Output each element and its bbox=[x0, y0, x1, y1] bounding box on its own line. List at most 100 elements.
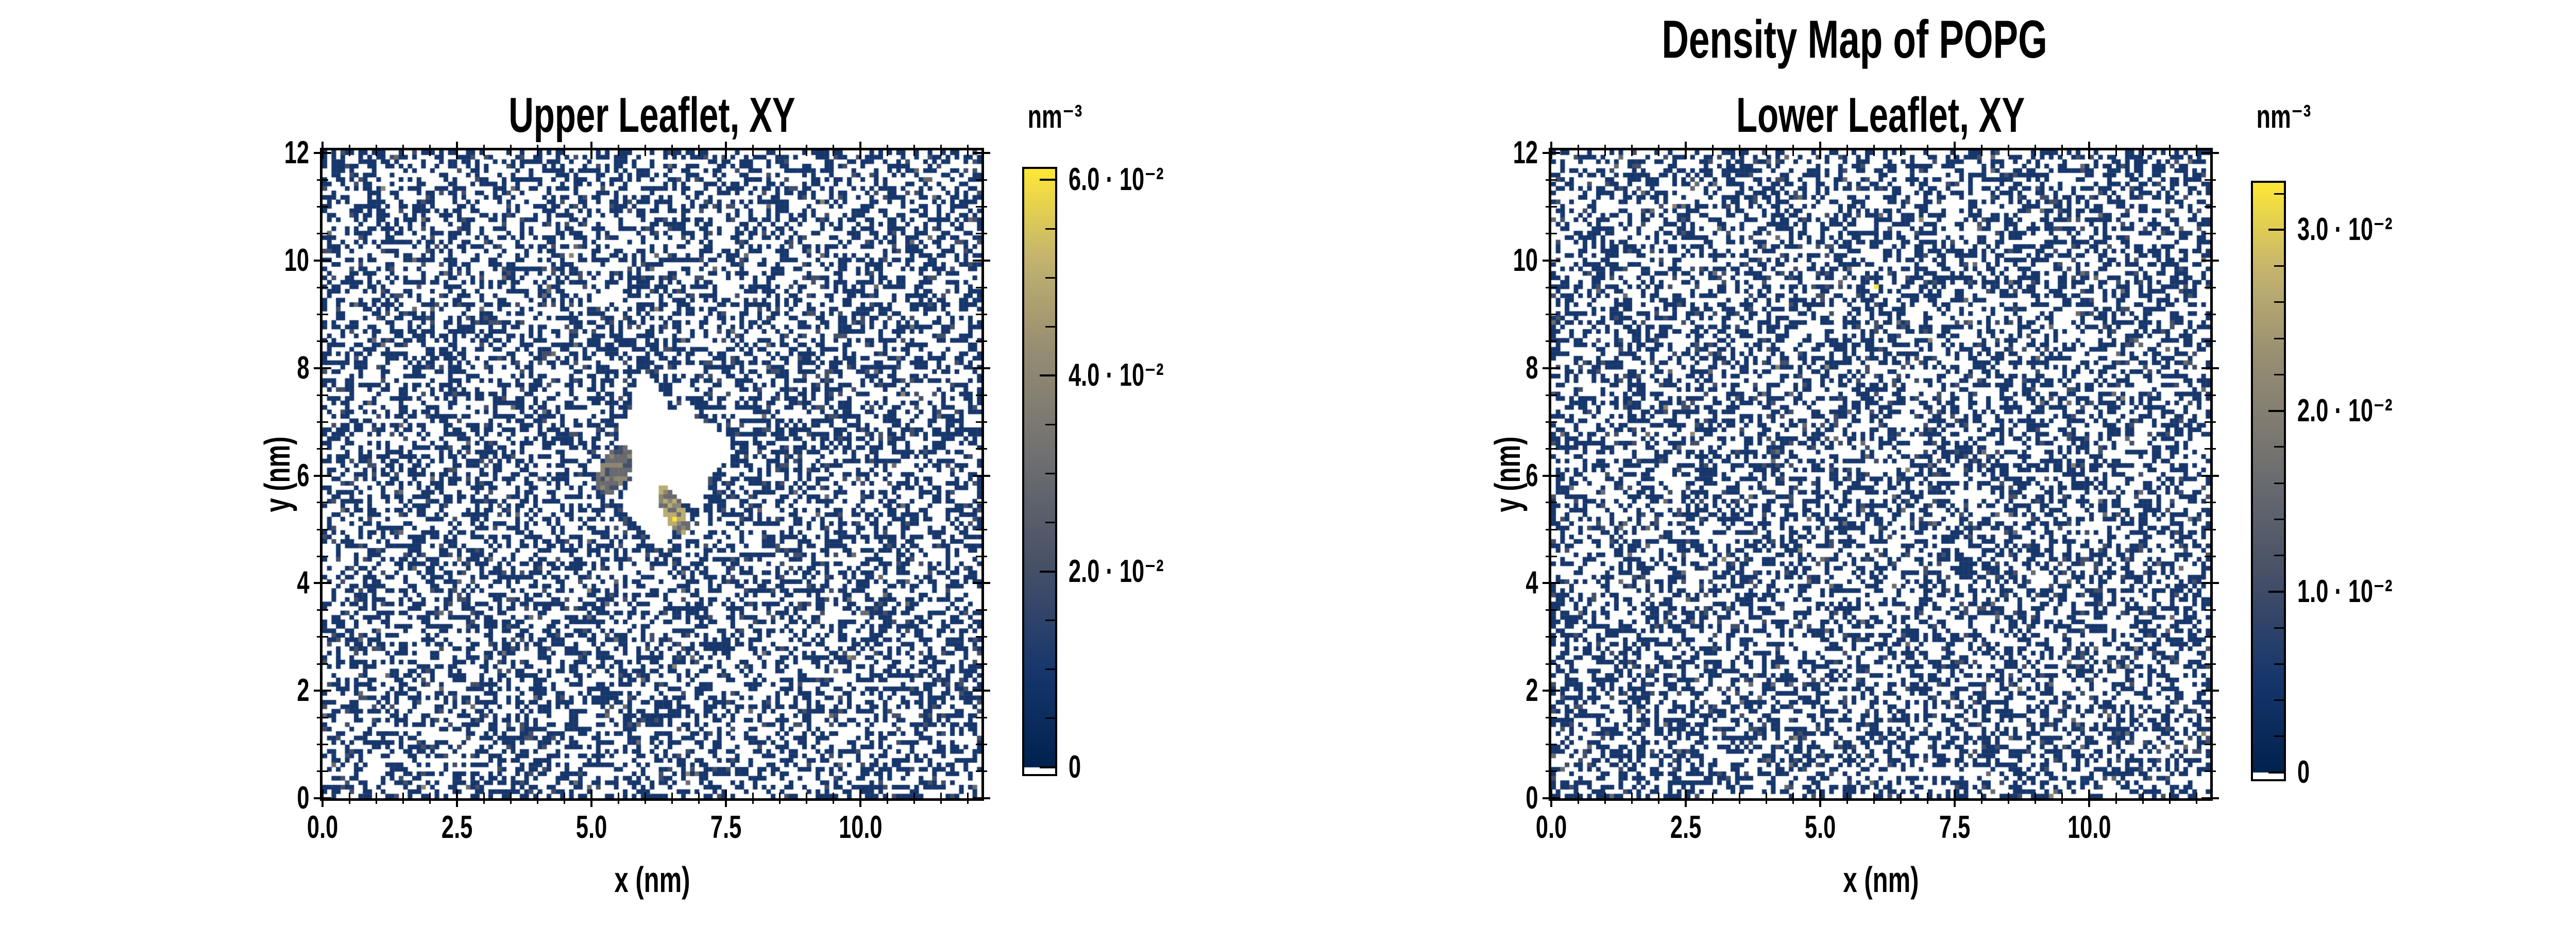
colorbar-tick-label: 0 bbox=[1069, 749, 1081, 785]
x-minor-tick bbox=[644, 793, 646, 804]
x-minor-tick-top bbox=[1766, 145, 1768, 156]
x-minor-tick bbox=[1792, 793, 1794, 804]
x-major-tick bbox=[1819, 789, 1822, 807]
x-major-tick-top bbox=[859, 142, 862, 159]
x-minor-tick-top bbox=[671, 145, 673, 156]
panel-title: Upper Leaflet, XY bbox=[509, 88, 795, 143]
y-tick-label: 0 bbox=[296, 780, 309, 816]
colorbar-minor-tick bbox=[1045, 423, 1055, 425]
x-tick-label: 0.0 bbox=[307, 810, 338, 845]
x-minor-tick bbox=[1577, 793, 1579, 804]
y-minor-tick bbox=[1546, 394, 1557, 396]
x-minor-tick-top bbox=[2061, 145, 2063, 156]
x-tick-label: 10.0 bbox=[2067, 810, 2111, 845]
x-minor-tick bbox=[833, 793, 835, 804]
colorbar-tick-label: 0 bbox=[2297, 754, 2310, 790]
y-minor-tick-right bbox=[976, 636, 987, 638]
y-minor-tick bbox=[1546, 448, 1557, 450]
y-minor-tick bbox=[1546, 555, 1557, 557]
x-minor-tick-top bbox=[348, 145, 350, 156]
y-major-tick bbox=[314, 797, 331, 799]
y-major-tick-right bbox=[2201, 152, 2219, 154]
x-minor-tick bbox=[806, 793, 808, 804]
colorbar-minor-tick bbox=[1045, 228, 1055, 230]
y-tick-label: 6 bbox=[296, 457, 309, 493]
x-minor-tick-top bbox=[617, 145, 619, 156]
y-major-tick-right bbox=[2201, 797, 2219, 799]
colorbar-gradient bbox=[1024, 169, 1055, 774]
x-axis-label: x (nm) bbox=[614, 860, 690, 900]
y-minor-tick-right bbox=[2205, 663, 2216, 665]
x-minor-tick bbox=[2169, 793, 2171, 804]
y-major-tick bbox=[1543, 260, 1560, 262]
x-tick-label: 5.0 bbox=[575, 810, 607, 845]
colorbar-lower-leaflet bbox=[2251, 181, 2286, 781]
y-minor-tick-right bbox=[2205, 502, 2216, 504]
y-minor-tick bbox=[1546, 286, 1557, 288]
y-minor-tick-right bbox=[2205, 555, 2216, 557]
x-minor-tick bbox=[752, 793, 754, 804]
x-minor-tick-top bbox=[2035, 145, 2037, 156]
y-minor-tick bbox=[317, 663, 328, 665]
y-tick-label: 10 bbox=[1513, 243, 1538, 279]
y-major-tick bbox=[314, 582, 331, 585]
y-minor-tick bbox=[1546, 528, 1557, 530]
y-minor-tick-right bbox=[976, 179, 987, 181]
x-major-tick-top bbox=[725, 142, 727, 159]
x-minor-tick bbox=[940, 793, 942, 804]
x-minor-tick-top bbox=[752, 145, 754, 156]
x-tick-label: 2.5 bbox=[441, 810, 473, 845]
x-minor-tick bbox=[1873, 793, 1875, 804]
y-major-tick-right bbox=[973, 797, 990, 799]
y-minor-tick bbox=[1546, 421, 1557, 423]
y-tick-label: 2 bbox=[1525, 673, 1538, 709]
y-minor-tick bbox=[1546, 609, 1557, 611]
colorbar-minor-tick bbox=[2274, 699, 2284, 701]
y-minor-tick bbox=[317, 555, 328, 557]
colorbar-minor-tick bbox=[1045, 325, 1055, 328]
x-major-tick-top bbox=[321, 142, 324, 159]
x-minor-tick-top bbox=[644, 145, 646, 156]
colorbar-minor-tick bbox=[2274, 193, 2284, 195]
y-minor-tick bbox=[317, 609, 328, 611]
colorbar-major-tick bbox=[2268, 771, 2284, 774]
colorbar-minor-tick bbox=[1045, 277, 1055, 279]
x-minor-tick bbox=[1711, 793, 1714, 804]
x-minor-tick-top bbox=[1792, 145, 1794, 156]
y-major-tick bbox=[314, 690, 331, 692]
y-minor-tick bbox=[317, 286, 328, 288]
y-tick-label: 10 bbox=[284, 243, 309, 279]
y-major-tick bbox=[1543, 474, 1560, 477]
x-axis-label: x (nm) bbox=[1843, 860, 1919, 900]
y-minor-tick bbox=[317, 744, 328, 746]
y-minor-tick-right bbox=[976, 609, 987, 611]
y-minor-tick-right bbox=[2205, 528, 2216, 530]
colorbar-minor-tick bbox=[2274, 337, 2284, 339]
plot-area-lower-leaflet bbox=[1549, 148, 2213, 801]
y-tick-label: 12 bbox=[284, 135, 309, 171]
x-major-tick bbox=[590, 789, 593, 807]
y-minor-tick-right bbox=[976, 286, 987, 288]
colorbar-minor-tick bbox=[2274, 265, 2284, 267]
x-major-tick bbox=[1954, 789, 1956, 807]
x-major-tick-top bbox=[2088, 142, 2091, 159]
panel-title: Lower Leaflet, XY bbox=[1736, 88, 2025, 143]
colorbar-major-tick bbox=[2268, 590, 2284, 593]
x-minor-tick bbox=[510, 793, 512, 804]
colorbar-unit-label: nm⁻³ bbox=[1028, 98, 1082, 135]
x-minor-tick bbox=[1980, 793, 1982, 804]
x-minor-tick bbox=[2061, 793, 2063, 804]
x-minor-tick-top bbox=[1658, 145, 1660, 156]
x-minor-tick-top bbox=[967, 145, 969, 156]
y-minor-tick bbox=[317, 179, 328, 181]
y-minor-tick-right bbox=[2205, 394, 2216, 396]
upper-leaflet-heatmap bbox=[323, 150, 981, 798]
x-tick-label: 10.0 bbox=[838, 810, 883, 845]
y-major-tick-right bbox=[973, 582, 990, 585]
x-major-tick bbox=[456, 789, 459, 807]
x-minor-tick-top bbox=[1927, 145, 1929, 156]
y-minor-tick-right bbox=[976, 770, 987, 772]
y-minor-tick bbox=[317, 206, 328, 208]
y-major-tick-right bbox=[973, 474, 990, 477]
y-tick-label: 0 bbox=[1525, 780, 1538, 816]
